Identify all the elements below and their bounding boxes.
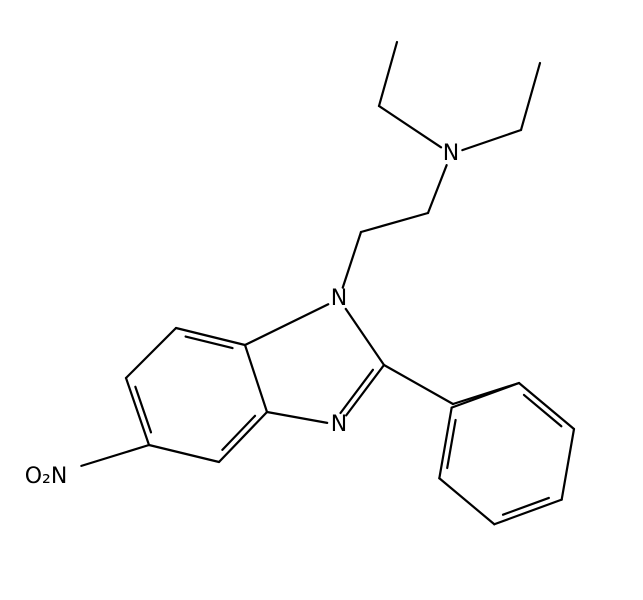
chemical-structure-diagram: O₂N N N N	[0, 0, 643, 600]
ring-nitrogen-bottom: N	[331, 412, 347, 437]
nitro-label: O₂N	[25, 464, 68, 489]
amine-nitrogen: N	[443, 141, 459, 166]
ring-nitrogen-top: N	[331, 286, 347, 311]
